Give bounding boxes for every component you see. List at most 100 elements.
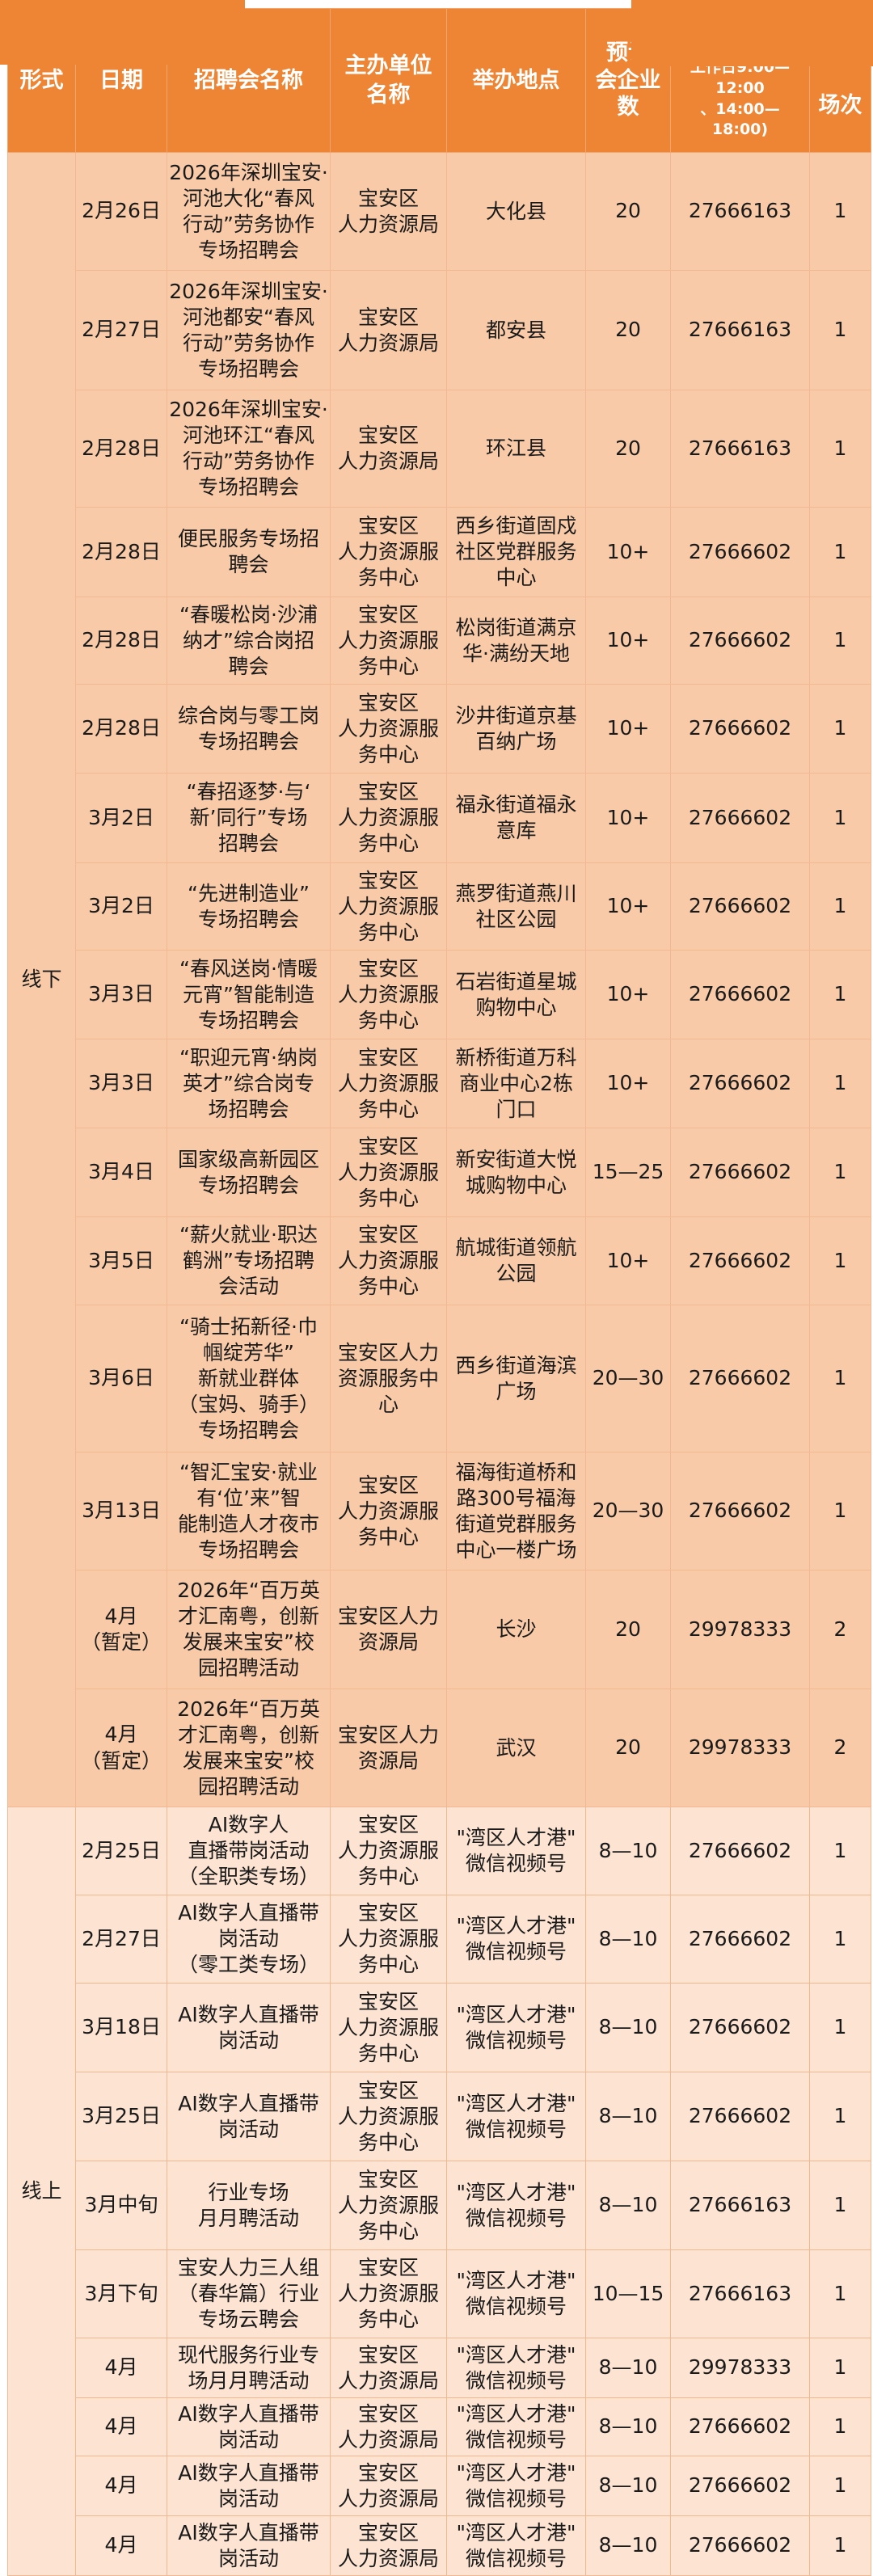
sessions-cell: 1 <box>809 2515 871 2576</box>
sessions-cell: 1 <box>809 2161 871 2250</box>
format-cell: 线上 <box>7 1807 76 2576</box>
table-row: 3月2日 “先进制造业” 专场招聘会 宝安区 人力资源服 务中心 燕罗街道燕川 社区公… <box>8 862 871 951</box>
sessions-cell: 2 <box>809 1689 871 1807</box>
name-cell: “薪火就业·职达 鹤洲”专场招聘 会活动 <box>167 1216 331 1305</box>
name-cell: AI数字人直播带 岗活动 <box>167 2072 331 2161</box>
companies-cell: 8—10 <box>585 2397 671 2456</box>
venue-cell: "湾区人才港" 微信视频号 <box>446 1983 586 2072</box>
organizer-cell: 宝安区 人力资源服 务中心 <box>330 597 447 685</box>
venue-cell: "湾区人才港" 微信视频号 <box>446 2072 586 2161</box>
table-row: 线下 2月26日 2026年深圳宝安· 河池大化“春风 行动”劳务协作 专场招聘会宝… <box>7 152 871 1807</box>
table-row: 2月27日 AI数字人直播带 岗活动 （零工类专场） 宝安区 人力资源服 务中心 "湾… <box>8 1895 871 1984</box>
date-cell: 4月 （暂定） <box>75 1570 167 1689</box>
venue-cell: 新安街道大悦 城购物中心 <box>446 1128 586 1217</box>
top-white-strip <box>245 0 631 7</box>
organizer-cell: 宝安区 人力资源服 务中心 <box>330 1452 447 1570</box>
date-cell: 4月 <box>75 2456 167 2516</box>
table-row: 3月3日 “职迎元宵·纳岗 英才”综合岗专 场招聘会 宝安区 人力资源服 务中心 新桥… <box>8 1039 871 1128</box>
table-row: 3月4日 国家级高新园区 专场招聘会 宝安区 人力资源服 务中心 新安街道大悦 城购物… <box>8 1128 871 1217</box>
name-cell: AI数字人直播带 岗活动 <box>167 2456 331 2516</box>
sessions-cell: 1 <box>809 2397 871 2456</box>
table-row: 3月13日 “智汇宝安·就业 有‘位’来”智 能制造人才夜市 专场招聘会 宝安区 人… <box>8 1452 871 1570</box>
table-row: 3月3日 “春风送岗·情暖 元宵”智能制造 专场招聘会 宝安区 人力资源服 务中心石… <box>8 950 871 1039</box>
phone-cell: 29978333 <box>670 1689 810 1807</box>
table-row: 4月 现代服务行业专 场月月聘活动 宝安区 人力资源局 "湾区人才港" 微信视频号 8—… <box>8 2338 871 2398</box>
companies-cell: 8—10 <box>585 2456 671 2516</box>
header-cover-right <box>631 0 873 66</box>
companies-cell: 8—10 <box>585 1807 671 1895</box>
date-cell: 3月2日 <box>75 773 167 863</box>
table-row: 3月25日 AI数字人直播带 岗活动 宝安区 人力资源服 务中心 "湾区人才港" 微信… <box>8 2072 871 2161</box>
phone-cell: 27666602 <box>670 597 810 685</box>
sessions-cell: 1 <box>809 270 871 390</box>
companies-cell: 10+ <box>585 597 671 685</box>
date-cell: 4月 （暂定） <box>75 1689 167 1807</box>
table-row: 2月28日 “春暖松岗·沙浦 纳才”综合岗招 聘会 宝安区 人力资源服 务中心 松岗街… <box>8 597 871 685</box>
table-row: 2月28日 综合岗与零工岗 专场招聘会 宝安区 人力资源服 务中心 沙井街道京基 百纳… <box>8 684 871 774</box>
venue-cell: 福海街道桥和 路300号福海 街道党群服务 中心一楼广场 <box>446 1452 586 1570</box>
venue-cell: "湾区人才港" 微信视频号 <box>446 1895 586 1984</box>
companies-cell: 8—10 <box>585 2161 671 2250</box>
sessions-cell: 1 <box>809 1216 871 1305</box>
phone-cell: 27666602 <box>670 1305 810 1452</box>
name-cell: 宝安人力三人组 （春华篇）行业 专场云聘会 <box>167 2249 331 2338</box>
venue-cell: "湾区人才港" 微信视频号 <box>446 2456 586 2516</box>
phone-cell: 27666602 <box>670 773 810 863</box>
organizer-cell: 宝安区 人力资源服 务中心 <box>330 1216 447 1305</box>
venue-cell: 燕罗街道燕川 社区公园 <box>446 862 586 951</box>
companies-cell: 10+ <box>585 1039 671 1128</box>
sessions-cell: 1 <box>809 1128 871 1217</box>
phone-cell: 27666602 <box>670 1452 810 1570</box>
date-cell: 3月下旬 <box>75 2249 167 2338</box>
phone-cell: 27666163 <box>670 390 810 508</box>
companies-cell: 10+ <box>585 1216 671 1305</box>
phone-cell: 27666602 <box>670 862 810 951</box>
sessions-cell: 1 <box>809 507 871 597</box>
name-cell: 国家级高新园区 专场招聘会 <box>167 1128 331 1217</box>
date-cell: 2月28日 <box>75 597 167 685</box>
venue-cell: 松岗街道满京 华·满纷天地 <box>446 597 586 685</box>
companies-cell: 10+ <box>585 862 671 951</box>
sessions-cell: 1 <box>809 2072 871 2161</box>
name-cell: “春招逐梦·与‘ 新’同行”专场 招聘会 <box>167 773 331 863</box>
sessions-cell: 1 <box>809 1452 871 1570</box>
organizer-cell: 宝安区 人力资源服 务中心 <box>330 2161 447 2250</box>
date-cell: 2月28日 <box>75 684 167 774</box>
date-cell: 3月5日 <box>75 1216 167 1305</box>
organizer-cell: 宝安区 人力资源局 <box>330 152 447 271</box>
sessions-cell: 1 <box>809 1983 871 2072</box>
phone-cell: 27666602 <box>670 1039 810 1128</box>
table-row: 2月28日 便民服务专场招 聘会 宝安区 人力资源服 务中心 西乡街道固戍 社区党群服… <box>8 507 871 597</box>
name-cell: AI数字人直播带 岗活动 <box>167 2397 331 2456</box>
phone-cell: 27666602 <box>670 2072 810 2161</box>
sessions-cell: 1 <box>809 773 871 863</box>
phone-cell: 27666602 <box>670 2456 810 2516</box>
name-cell: AI数字人 直播带岗活动 （全职类专场） <box>167 1807 331 1895</box>
name-cell: 2026年“百万英 才汇南粤，创新 发展来宝安”校 园招聘活动 <box>167 1570 331 1689</box>
date-cell: 2月27日 <box>75 1895 167 1984</box>
table-row: 2月28日 2026年深圳宝安· 河池环江“春风 行动”劳务协作 专场招聘会 宝安区… <box>8 390 871 508</box>
venue-cell: 福永街道福永 意库 <box>446 773 586 863</box>
sessions-cell: 1 <box>809 597 871 685</box>
organizer-cell: 宝安区 人力资源局 <box>330 2515 447 2576</box>
phone-cell: 27666602 <box>670 507 810 597</box>
organizer-cell: 宝安区 人力资源服 务中心 <box>330 773 447 863</box>
sessions-cell: 1 <box>809 2249 871 2338</box>
sessions-cell: 1 <box>809 2456 871 2516</box>
sessions-cell: 1 <box>809 152 871 271</box>
date-cell: 3月6日 <box>75 1305 167 1452</box>
companies-cell: 20 <box>585 270 671 390</box>
venue-cell: "湾区人才港" 微信视频号 <box>446 1807 586 1895</box>
name-cell: “智汇宝安·就业 有‘位’来”智 能制造人才夜市 专场招聘会 <box>167 1452 331 1570</box>
name-cell: “先进制造业” 专场招聘会 <box>167 862 331 951</box>
sessions-cell: 2 <box>809 1570 871 1689</box>
table-row: 4月 AI数字人直播带 岗活动 宝安区 人力资源局 "湾区人才港" 微信视频号 8—10… <box>8 2456 871 2516</box>
date-cell: 2月28日 <box>75 507 167 597</box>
name-cell: 2026年深圳宝安· 河池大化“春风 行动”劳务协作 专场招聘会 <box>167 152 331 271</box>
organizer-cell: 宝安区 人力资源服 务中心 <box>330 1983 447 2072</box>
table-row: 4月 （暂定） 2026年“百万英 才汇南粤，创新 发展来宝安”校 园招聘活动 宝安… <box>8 1570 871 1689</box>
phone-cell: 27666163 <box>670 152 810 271</box>
date-cell: 3月4日 <box>75 1128 167 1217</box>
companies-cell: 8—10 <box>585 2338 671 2398</box>
table-row: 3月2日 “春招逐梦·与‘ 新’同行”专场 招聘会 宝安区 人力资源服 务中心 福永街… <box>8 773 871 863</box>
